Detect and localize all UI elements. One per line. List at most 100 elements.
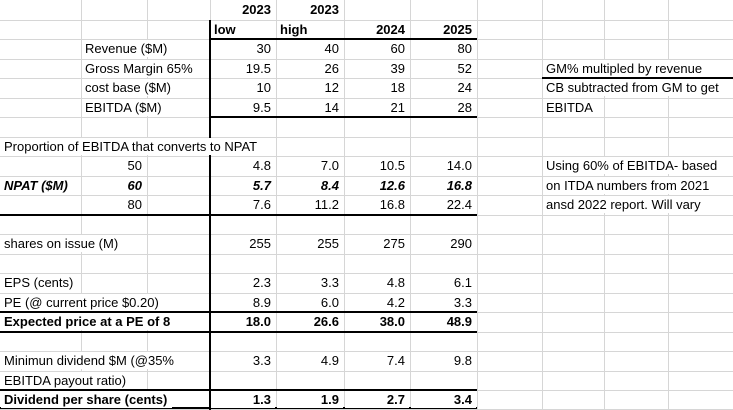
cell-B3[interactable]: Revenue ($M) [82,40,173,58]
cell-E13[interactable]: 255 [277,235,343,253]
gm-note-underline [542,77,733,79]
cell-F11[interactable]: 16.8 [345,196,409,214]
cell-G10[interactable]: 16.8 [411,176,476,194]
gridline-horizontal [0,19,733,21]
cell-A15[interactable]: EPS (cents) [1,274,79,292]
cell-A10[interactable]: NPAT ($M) [1,176,73,194]
cell-G13[interactable]: 290 [411,235,476,253]
cell-F2[interactable]: 2024 [345,20,409,38]
cell-G2[interactable]: 2025 [411,20,476,38]
cell-A21[interactable]: Dividend per share (cents) [1,391,173,409]
cell-E19[interactable]: 4.9 [277,352,343,370]
cell-A16[interactable]: PE (@ current price $0.20) [1,293,164,311]
cell-I6[interactable]: EBITDA [543,98,598,116]
npat-section-bottom-border [0,213,477,216]
cell-B5[interactable]: cost base ($M) [82,79,176,97]
cell-E9[interactable]: 7.0 [277,157,343,175]
cell-D16[interactable]: 8.9 [211,293,275,311]
cell-B10[interactable]: 60 [82,176,146,194]
cell-E11[interactable]: 11.2 [277,196,343,214]
cell-G17[interactable]: 48.9 [411,313,476,331]
cell-D15[interactable]: 2.3 [211,274,275,292]
cell-D3[interactable]: 30 [211,40,275,58]
cell-F6[interactable]: 21 [345,98,409,116]
cell-I10[interactable]: on ITDA numbers from 2021 [543,176,715,194]
cell-E17[interactable]: 26.6 [277,313,343,331]
gridline-horizontal [0,370,733,372]
gridline-horizontal [0,234,733,235]
expected-price-top-border [0,311,477,313]
cell-A13[interactable]: shares on issue (M) [1,235,124,253]
cell-E3[interactable]: 40 [277,40,343,58]
cell-F3[interactable]: 60 [345,40,409,58]
cell-E5[interactable]: 12 [277,79,343,97]
cell-F9[interactable]: 10.5 [345,157,409,175]
cell-I9[interactable]: Using 60% of EBITDA- based [543,157,723,175]
cell-D6[interactable]: 9.5 [211,98,275,116]
cell-F16[interactable]: 4.2 [345,293,409,311]
cell-B11[interactable]: 80 [82,196,146,214]
cell-F4[interactable]: 39 [345,59,409,77]
cell-F15[interactable]: 4.8 [345,274,409,292]
cell-G16[interactable]: 3.3 [411,293,476,311]
cell-B4[interactable]: Gross Margin 65% [82,59,198,77]
gridline-vertical [542,0,543,410]
cell-G3[interactable]: 80 [411,40,476,58]
cell-D5[interactable]: 10 [211,79,275,97]
cell-F17[interactable]: 38.0 [345,313,409,331]
cell-I5[interactable]: CB subtracted from GM to get [543,79,724,97]
dividend-per-share-top-border [0,389,477,391]
cell-A8[interactable]: Proportion of EBITDA that converts to NP… [1,137,263,155]
cell-G15[interactable]: 6.1 [411,274,476,292]
cell-A19[interactable]: Minimun dividend $M (@35% [1,352,179,370]
cell-E6[interactable]: 14 [277,98,343,116]
cell-G21[interactable]: 3.4 [411,391,476,409]
cell-D11[interactable]: 7.6 [211,196,275,214]
cell-B6[interactable]: EBITDA ($M) [82,98,167,116]
cell-E2[interactable]: high [277,20,313,38]
gridline-horizontal [0,58,733,60]
cell-F21[interactable]: 2.7 [345,391,409,409]
expected-price-bottom-border [0,330,477,333]
gridline-vertical [81,0,82,410]
cell-G11[interactable]: 22.4 [411,196,476,214]
cell-D19[interactable]: 3.3 [211,352,275,370]
gridline-horizontal [0,195,733,196]
cell-F13[interactable]: 275 [345,235,409,253]
cell-F10[interactable]: 12.6 [345,176,409,194]
cell-E1[interactable]: 2023 [277,1,343,19]
cell-D2[interactable]: low [211,20,241,38]
gridline-horizontal [0,253,733,255]
cell-D1[interactable]: 2023 [211,1,275,19]
cell-D4[interactable]: 19.5 [211,59,275,77]
cell-D13[interactable]: 255 [211,235,275,253]
gridline-horizontal [0,351,733,352]
cell-G9[interactable]: 14.0 [411,157,476,175]
gridline-horizontal [0,78,733,79]
cell-E10[interactable]: 8.4 [277,176,343,194]
cell-A17[interactable]: Expected price at a PE of 8 [1,313,176,331]
cell-E21[interactable]: 1.9 [277,391,343,409]
cell-D17[interactable]: 18.0 [211,313,275,331]
cell-E15[interactable]: 3.3 [277,274,343,292]
gridline-vertical [147,0,148,410]
cell-F5[interactable]: 18 [345,79,409,97]
cell-E16[interactable]: 6.0 [277,293,343,311]
cell-G19[interactable]: 9.8 [411,352,476,370]
cell-G6[interactable]: 28 [411,98,476,116]
gridline-horizontal [0,97,733,99]
cell-D10[interactable]: 5.7 [211,176,275,194]
cell-G4[interactable]: 52 [411,59,476,77]
cell-D9[interactable]: 4.8 [211,157,275,175]
cell-I11[interactable]: ansd 2022 report. Will vary [543,196,706,214]
gridline-horizontal [0,408,733,410]
cell-A20[interactable]: EBITDA payout ratio) [1,371,132,389]
cell-I4[interactable]: GM% multipled by revenue [543,59,708,77]
cell-B9[interactable]: 50 [82,157,146,175]
cell-D21[interactable]: 1.3 [211,391,275,409]
cell-G5[interactable]: 24 [411,79,476,97]
cell-E4[interactable]: 26 [277,59,343,77]
cell-F19[interactable]: 7.4 [345,352,409,370]
gridline-vertical [210,0,211,410]
